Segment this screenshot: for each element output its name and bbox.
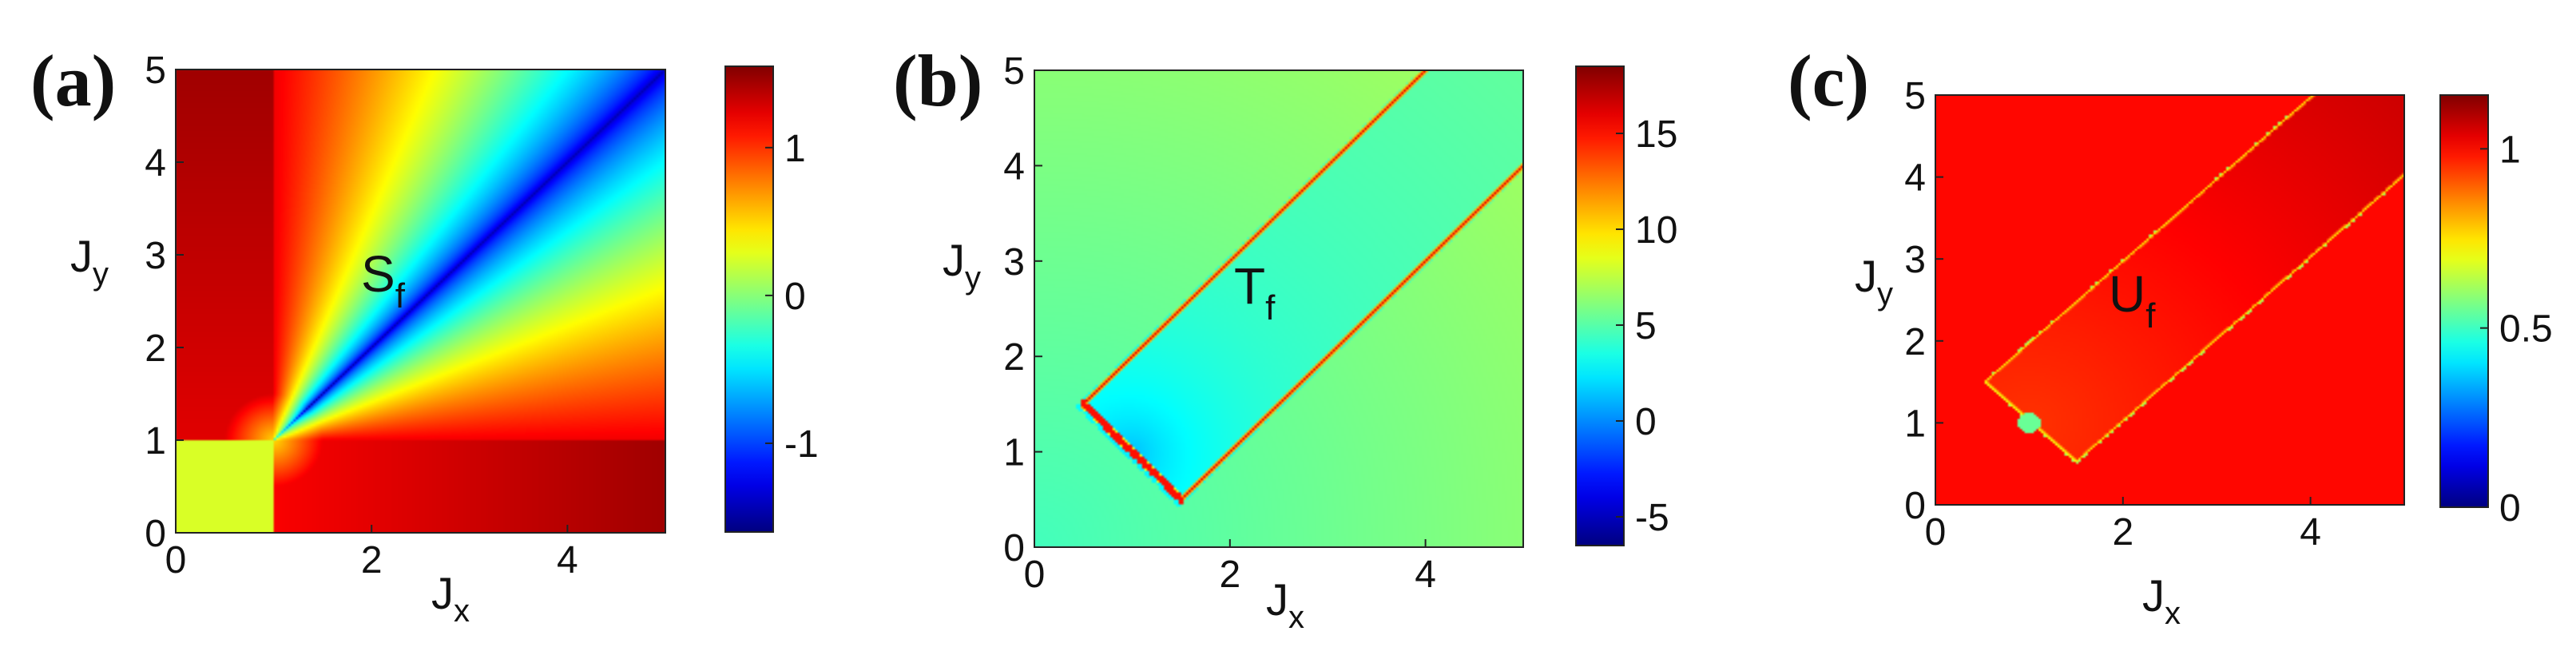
colorbar-ticks-a: -1 0 1 [765, 128, 819, 466]
colorbar-tick-a-2: 1 [784, 128, 806, 170]
panel-label-a: (a) [30, 40, 116, 121]
y-tick-b-1: 1 [1003, 432, 1025, 474]
heatmap-a [176, 69, 665, 533]
quantity-sub-a: f [395, 276, 406, 316]
quantity-label-a: Sf [361, 245, 406, 316]
colorbar-tick-c-0: 0 [2499, 487, 2521, 530]
y-axis-sub-c: y [1877, 276, 1893, 312]
colorbar-tick-c-1: 0.5 [2499, 308, 2553, 351]
y-axis-main-b: J [943, 235, 965, 285]
x-tick-a-2: 4 [557, 539, 578, 582]
y-axis-label-b: Jy [943, 235, 981, 296]
colorbar-tick-b-2: 5 [1635, 305, 1657, 347]
y-tick-a-4: 4 [145, 142, 166, 185]
x-tick-a-1: 2 [361, 539, 383, 582]
colorbar-b [1575, 65, 1625, 546]
panel-a: (a) 0 2 4 0 1 2 3 4 5 Sf Jx Jy -1 0 1 [30, 40, 819, 629]
colorbar-tick-a-0: -1 [784, 423, 819, 466]
axis-ticks-a: 0 2 4 0 1 2 3 4 5 [145, 50, 578, 582]
quantity-label-b: Tf [1234, 257, 1276, 327]
plot-frame-c [1935, 94, 2405, 506]
colorbar-tick-b-3: 10 [1635, 209, 1677, 252]
y-tick-c-2: 2 [1904, 321, 1926, 363]
x-axis-sub-b: x [1288, 600, 1304, 635]
x-axis-sub-a: x [454, 593, 470, 629]
y-tick-a-0: 0 [145, 513, 166, 555]
y-axis-main-a: J [70, 231, 93, 281]
y-tick-a-1: 1 [145, 420, 166, 462]
panel-label-c: (c) [1788, 40, 1869, 121]
heatmap-b [1034, 70, 1523, 547]
y-tick-a-2: 2 [145, 327, 166, 370]
x-tick-c-1: 2 [2112, 511, 2133, 554]
quantity-sub-b: f [1265, 288, 1276, 327]
x-tick-a-0: 0 [165, 539, 187, 582]
colorbar-tick-b-1: 0 [1635, 401, 1657, 443]
y-tick-c-4: 4 [1904, 157, 1926, 200]
x-tick-b-0: 0 [1024, 554, 1046, 596]
y-tick-c-1: 1 [1904, 403, 1926, 445]
colorbar-tick-b-4: 15 [1635, 113, 1677, 156]
y-tick-b-0: 0 [1003, 527, 1025, 570]
panel-label-b: (b) [893, 40, 982, 121]
y-tick-b-3: 3 [1003, 241, 1025, 284]
x-axis-label-c: Jx [2142, 570, 2181, 631]
plot-frame-a [175, 69, 666, 534]
axis-ticks-c: 0 2 4 0 1 2 3 4 5 [1904, 75, 2321, 554]
y-axis-label-a: Jy [70, 231, 109, 292]
y-tick-c-5: 5 [1904, 75, 1926, 117]
y-tick-a-3: 3 [145, 235, 166, 277]
colorbar-c [2439, 94, 2489, 508]
quantity-main-b: T [1234, 257, 1265, 315]
x-tick-b-2: 4 [1415, 554, 1436, 596]
x-axis-sub-c: x [2165, 596, 2181, 631]
y-axis-main-c: J [1855, 251, 1877, 301]
quantity-label-c: Uf [2109, 265, 2156, 335]
panel-b: (b) 0 2 4 0 1 2 3 4 5 Tf Jx Jy -5 0 5 10 15 [893, 40, 1677, 635]
colorbar-tick-b-0: -5 [1635, 497, 1669, 539]
axis-ticks-b: 0 2 4 0 1 2 3 4 5 [1003, 50, 1436, 596]
colorbar-ticks-c: 00.51 [2480, 129, 2553, 530]
x-axis-label-a: Jx [431, 568, 470, 629]
plot-frame-b [1034, 69, 1524, 548]
y-axis-sub-b: y [965, 260, 981, 296]
quantity-main-a: S [361, 245, 395, 303]
x-tick-b-1: 2 [1219, 554, 1240, 596]
colorbar-ticks-b: -5 0 5 10 15 [1616, 113, 1677, 539]
y-axis-label-c: Jy [1855, 251, 1893, 312]
x-axis-main-b: J [1266, 574, 1288, 625]
y-tick-c-3: 3 [1904, 239, 1926, 281]
x-axis-main-c: J [2142, 570, 2165, 621]
y-axis-sub-a: y [93, 256, 109, 292]
quantity-sub-c: f [2145, 296, 2156, 335]
colorbar-tick-c-2: 1 [2499, 129, 2521, 171]
colorbar-a [724, 65, 774, 533]
colorbar-tick-a-1: 0 [784, 276, 806, 318]
x-axis-label-b: Jx [1266, 574, 1304, 635]
x-tick-c-0: 0 [1925, 511, 1947, 554]
y-tick-b-4: 4 [1003, 145, 1025, 188]
y-tick-b-2: 2 [1003, 336, 1025, 379]
y-tick-b-5: 5 [1003, 50, 1025, 93]
y-tick-a-5: 5 [145, 50, 166, 92]
y-tick-c-0: 0 [1904, 485, 1926, 527]
quantity-main-c: U [2109, 265, 2145, 323]
x-tick-c-2: 4 [2300, 511, 2321, 554]
x-axis-main-a: J [431, 568, 454, 618]
heatmap-c [1935, 95, 2404, 505]
